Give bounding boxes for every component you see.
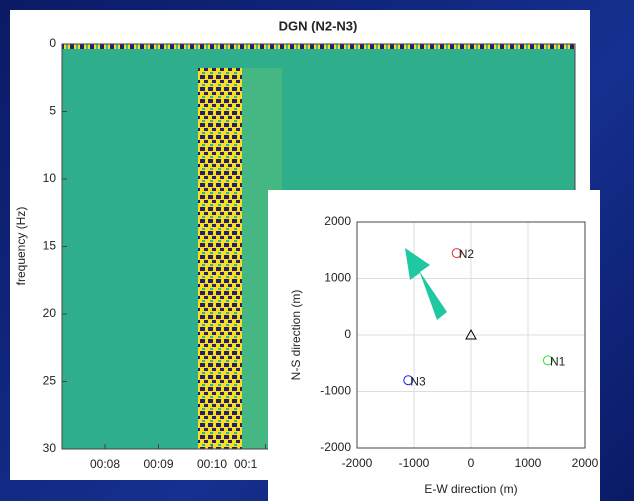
heatmap-top-band	[62, 44, 575, 49]
heatmap-event-band	[198, 68, 242, 449]
chart-title: DGN (N2-N3)	[279, 18, 358, 33]
point	[403, 375, 414, 386]
y-tick-label: 5	[49, 104, 56, 118]
point	[451, 248, 462, 259]
x-tick-label: 00:08	[90, 457, 120, 471]
annotation-arrow	[405, 248, 447, 320]
y-tick-label: 0	[49, 36, 56, 50]
y-tick-label: 30	[43, 441, 57, 455]
x-tick-label: 00:09	[143, 457, 173, 471]
x-tick-label: 0	[468, 456, 475, 470]
inset-background	[268, 190, 600, 501]
y-tick-label: 10	[43, 171, 57, 185]
scatter-axes: E-W direction (m) N-S direction (m) -200…	[289, 214, 598, 496]
y-tick-label: -1000	[320, 384, 351, 398]
point	[542, 355, 553, 366]
x-tick-label: 00:10	[197, 457, 227, 471]
axes-frame	[356, 221, 586, 449]
y-tick-label: 15	[43, 239, 57, 253]
point-label: N2	[459, 247, 475, 261]
y-tick-label: 2000	[324, 214, 351, 228]
x-axis-label: E-W direction (m)	[424, 482, 517, 496]
x-tick-label: 00:1	[234, 457, 258, 471]
y-tick-label: -2000	[320, 440, 351, 454]
point-label: N3	[410, 374, 426, 388]
y-tick-label: 25	[43, 374, 57, 388]
x-tick-label: 1000	[515, 456, 542, 470]
point	[465, 328, 477, 340]
y-axis-label: N-S direction (m)	[289, 290, 303, 381]
y-tick-label: 1000	[324, 271, 351, 285]
x-tick-label: 2000	[572, 456, 599, 470]
x-tick-label: -1000	[399, 456, 430, 470]
y-axis-label: frequency (Hz)	[14, 207, 28, 286]
y-tick-label: 20	[43, 306, 57, 320]
y-tick-label: 0	[344, 327, 351, 341]
point-label: N1	[550, 355, 566, 369]
x-tick-label: -2000	[342, 456, 373, 470]
